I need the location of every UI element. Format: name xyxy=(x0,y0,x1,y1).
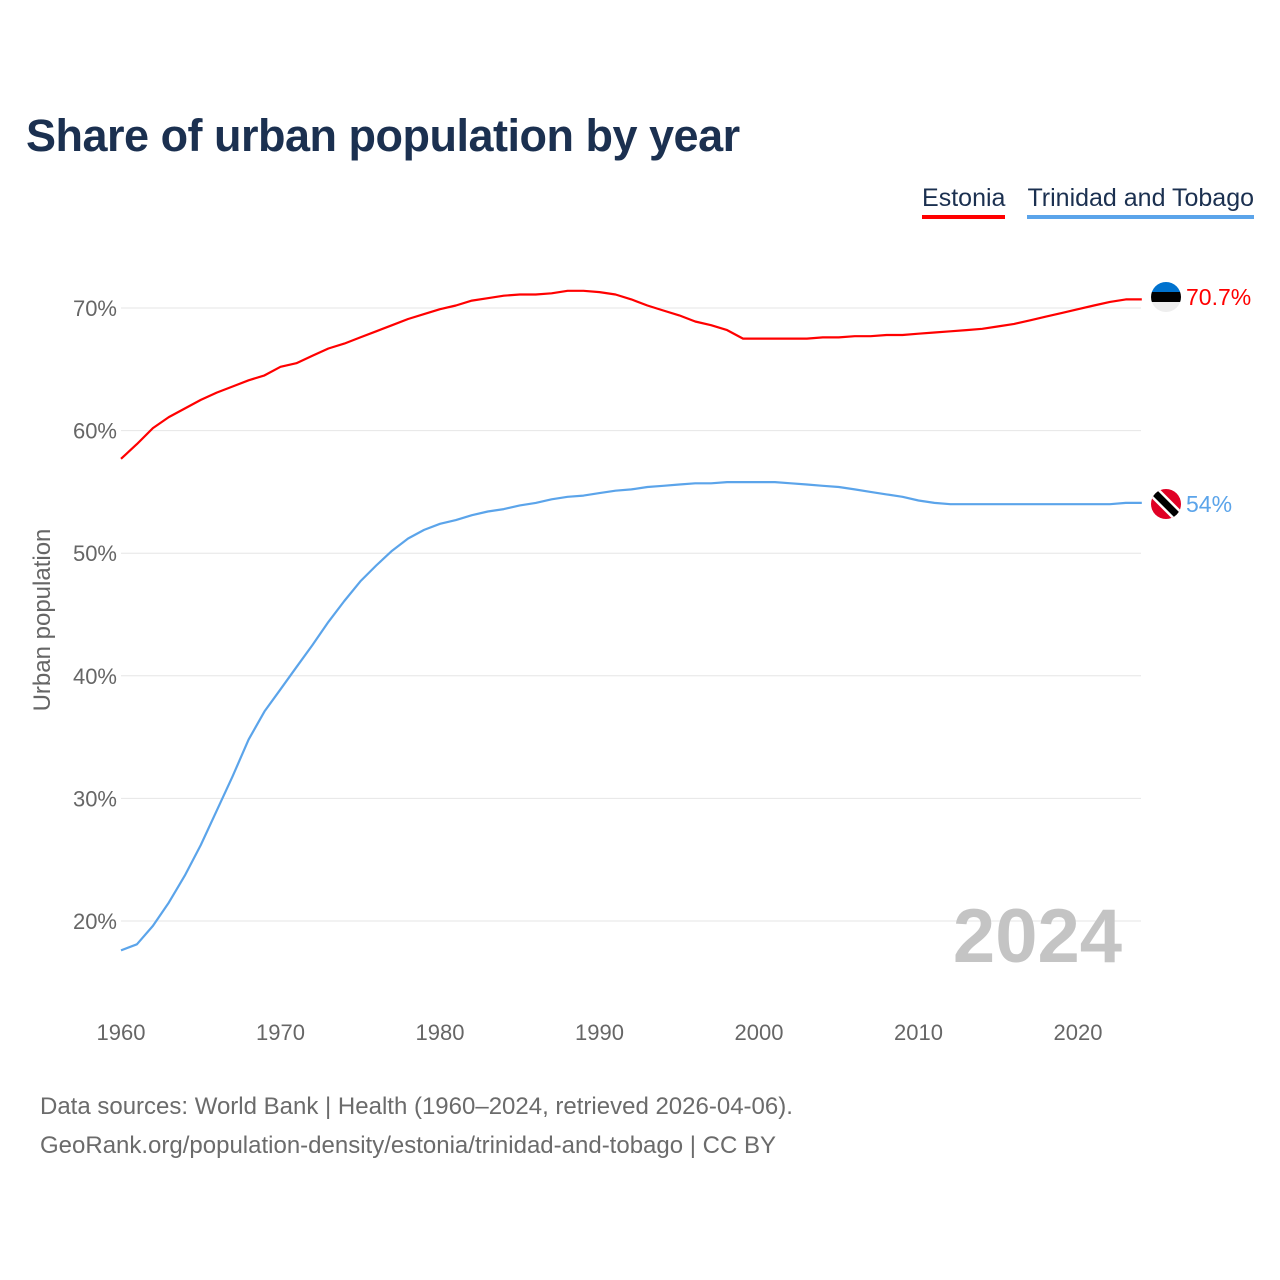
legend-item-estonia[interactable]: Estonia xyxy=(922,184,1006,219)
estonia-flag-icon xyxy=(1151,282,1181,312)
x-tick-label: 2010 xyxy=(894,1020,943,1045)
y-tick-label: 40% xyxy=(73,664,117,689)
series-line-trinidad-and-tobago xyxy=(120,481,1142,952)
x-tick-label: 1980 xyxy=(416,1020,465,1045)
chart-title: Share of urban population by year xyxy=(26,110,740,161)
x-tick-label: 1970 xyxy=(256,1020,305,1045)
attribution-link[interactable]: GeoRank.org/population-density/estonia/t… xyxy=(40,1132,777,1159)
year-watermark: 2024 xyxy=(953,894,1122,979)
y-tick-label: 30% xyxy=(73,786,117,811)
x-tick-label: 2000 xyxy=(735,1020,784,1045)
legend-item-trinidad-and-tobago[interactable]: Trinidad and Tobago xyxy=(1027,184,1254,219)
series-line-estonia xyxy=(120,289,1142,460)
data-source-text: Data sources: World Bank | Health (1960–… xyxy=(40,1093,793,1120)
y-axis-label: Urban population xyxy=(29,529,56,712)
y-tick-label: 50% xyxy=(73,541,117,566)
x-tick-label: 2020 xyxy=(1054,1020,1103,1045)
y-tick-label: 70% xyxy=(73,296,117,321)
x-tick-label: 1960 xyxy=(97,1020,146,1045)
legend: Estonia Trinidad and Tobago xyxy=(922,184,1254,219)
end-value-label: 54% xyxy=(1186,491,1232,517)
y-tick-label: 20% xyxy=(73,909,117,934)
trinidad-and-tobago-flag-icon xyxy=(1151,489,1181,519)
x-tick-label: 1990 xyxy=(575,1020,624,1045)
y-tick-label: 60% xyxy=(73,419,117,444)
end-value-label: 70.7% xyxy=(1186,284,1251,310)
footer: Data sources: World Bank | Health (1960–… xyxy=(40,1087,793,1165)
